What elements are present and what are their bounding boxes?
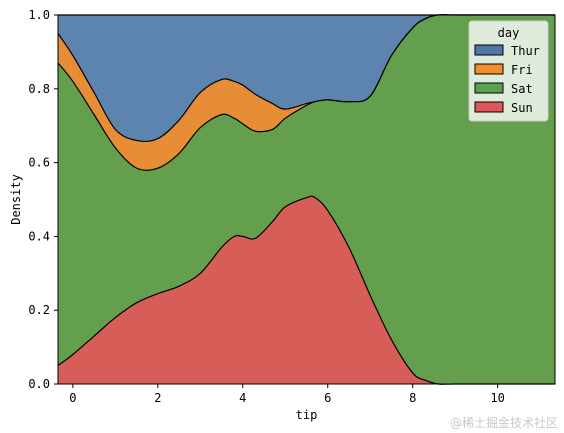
y-tick-label: 0.6 [28,156,50,170]
y-tick-label: 0.8 [28,82,50,96]
x-axis-label: tip [296,408,318,422]
legend-swatch-fri [474,63,504,75]
legend: day Thur Fri Sat Sun [468,20,549,122]
x-tick-label: 2 [154,391,161,405]
watermark: @稀土掘金技术社区 [450,415,558,430]
y-tick-label: 0.4 [28,229,50,243]
legend-title: day [498,26,520,40]
y-tick-label: 1.0 [28,8,50,22]
y-tick-label: 0.0 [28,377,50,391]
legend-label-fri: Fri [511,63,533,77]
legend-label-sat: Sat [511,82,533,96]
y-tick-label: 0.2 [28,303,50,317]
x-axis: 0 2 4 6 8 10 [69,384,505,405]
x-tick-label: 4 [239,391,246,405]
x-tick-label: 6 [324,391,331,405]
legend-swatch-sun [474,101,504,113]
area-outline-sun [57,195,555,385]
area-outline-sat [57,14,555,171]
plot-frame [57,14,556,385]
x-tick-label: 10 [490,391,504,405]
legend-swatch-thur [474,44,504,56]
legend-swatch-sat [474,82,504,94]
legend-label-sun: Sun [511,101,533,115]
area-sun [58,196,555,385]
y-axis-label: Density [9,174,23,225]
x-tick-label: 8 [409,391,416,405]
legend-label-thur: Thur [511,44,540,58]
y-axis: 0.0 0.2 0.4 0.6 0.8 1.0 [28,8,58,391]
x-tick-label: 0 [69,391,76,405]
stacked-areas [57,14,555,385]
